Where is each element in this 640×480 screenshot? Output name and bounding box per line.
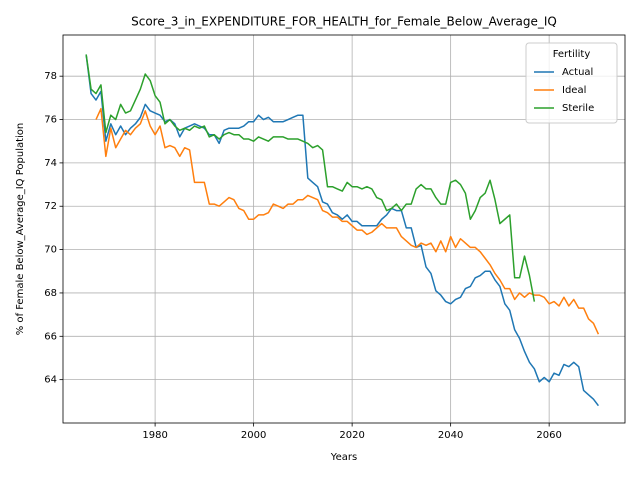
x-axis-label: Years xyxy=(330,452,357,463)
legend-label: Sterile xyxy=(562,103,594,114)
y-tick-label: 78 xyxy=(44,71,57,82)
y-tick-label: 66 xyxy=(44,331,57,342)
legend-title: Fertility xyxy=(553,49,591,60)
y-tick-label: 70 xyxy=(44,245,57,256)
x-tick-label: 2060 xyxy=(536,430,561,441)
y-tick-label: 74 xyxy=(44,158,57,169)
legend-label: Actual xyxy=(562,67,593,78)
series-line xyxy=(85,54,599,407)
legend: Fertility Actual Ideal Sterile xyxy=(525,42,618,124)
series-line xyxy=(95,107,600,335)
x-tick-label: 2020 xyxy=(339,430,364,441)
y-tick-label: 72 xyxy=(44,201,57,212)
y-axis-label: % of Female Below_Average_IQ Population xyxy=(15,123,26,336)
chart-title: Score_3_in_EXPENDITURE_FOR_HEALTH_for_Fe… xyxy=(131,15,557,29)
y-tick-label: 64 xyxy=(44,375,57,386)
x-tick-label: 1980 xyxy=(142,430,167,441)
legend-label: Ideal xyxy=(562,85,586,96)
legend-box xyxy=(525,42,618,124)
y-tick-label: 76 xyxy=(44,115,57,126)
y-tick-label: 68 xyxy=(44,288,57,299)
series-line xyxy=(85,54,536,302)
x-tick-label: 2040 xyxy=(438,430,463,441)
x-tick-label: 2000 xyxy=(241,430,266,441)
plot-frame xyxy=(62,34,626,424)
